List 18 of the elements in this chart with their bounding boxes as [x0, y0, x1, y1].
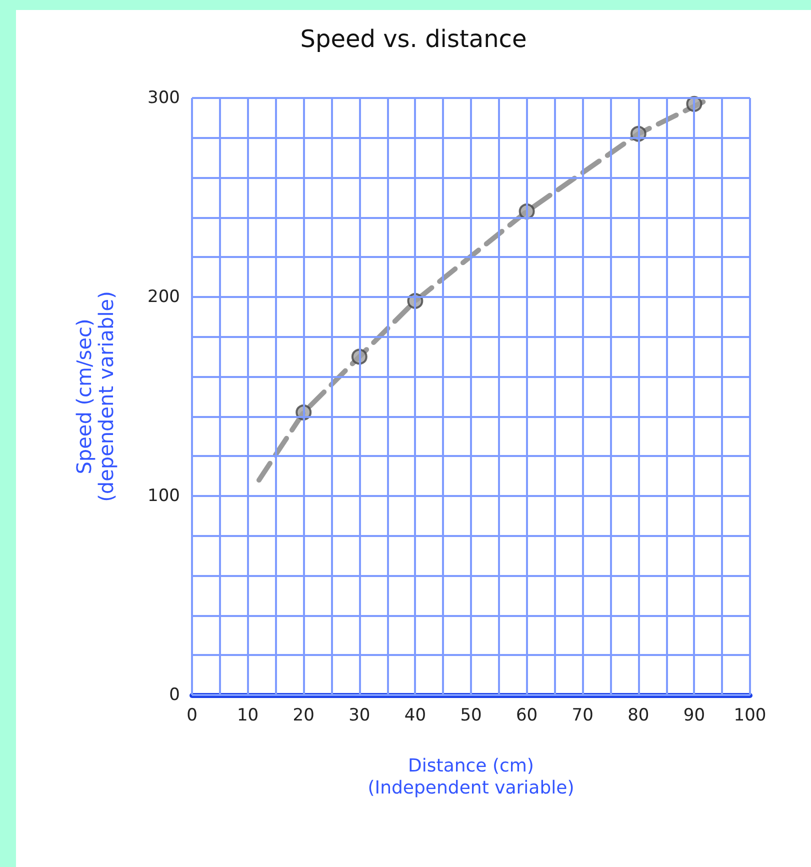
- x-tick-label: 40: [404, 706, 426, 726]
- x-tick-label: 80: [628, 706, 650, 726]
- y-tick-label: 300: [148, 88, 180, 108]
- x-tick-label: 100: [734, 706, 766, 726]
- chart-title: Speed vs. distance: [300, 25, 527, 53]
- x-tick-label: 20: [292, 706, 314, 726]
- x-tick-label: 60: [516, 706, 538, 726]
- y-tick-label: 100: [148, 486, 180, 506]
- x-axis-title: Distance (cm) (Independent variable): [368, 756, 574, 798]
- x-tick-label: 70: [572, 706, 594, 726]
- y-axis-title: Speed (cm/sec) (dependent variable): [72, 291, 118, 502]
- x-tick-label: 10: [236, 706, 259, 726]
- x-tick-label: 90: [683, 706, 706, 726]
- x-tick-label: 30: [348, 706, 370, 726]
- y-tick-label: 200: [148, 287, 180, 307]
- x-tick-label: 50: [460, 706, 482, 726]
- x-tick-label: 0: [186, 706, 198, 726]
- y-tick-label: 0: [169, 685, 180, 705]
